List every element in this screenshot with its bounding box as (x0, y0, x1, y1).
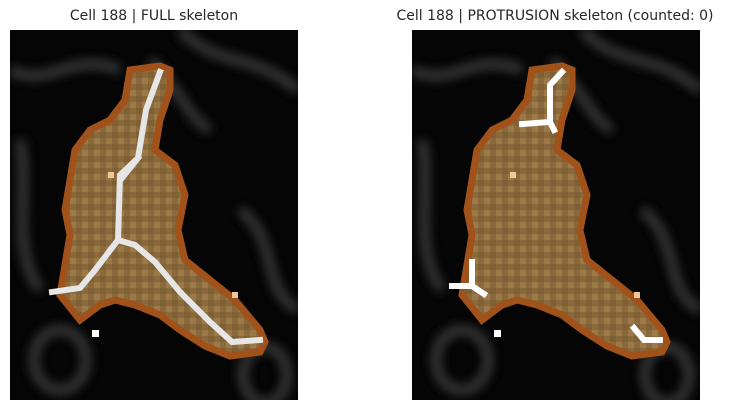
full-skeleton-image (10, 30, 298, 400)
background-tissue (10, 30, 298, 400)
marker (510, 172, 516, 178)
panel-title-protrusion: Cell 188 | PROTRUSION skeleton (counted:… (396, 8, 714, 24)
protrusion-skeleton (449, 67, 663, 343)
full-skeleton (48, 68, 264, 346)
cell-body (458, 62, 671, 360)
marker (494, 330, 501, 337)
protrusion-skeleton-image (412, 30, 700, 400)
panel-title-full: Cell 188 | FULL skeleton (69, 8, 239, 24)
marker (108, 172, 114, 178)
marker (634, 292, 640, 298)
marker (92, 330, 99, 337)
marker (232, 292, 238, 298)
cell-body (56, 62, 269, 360)
